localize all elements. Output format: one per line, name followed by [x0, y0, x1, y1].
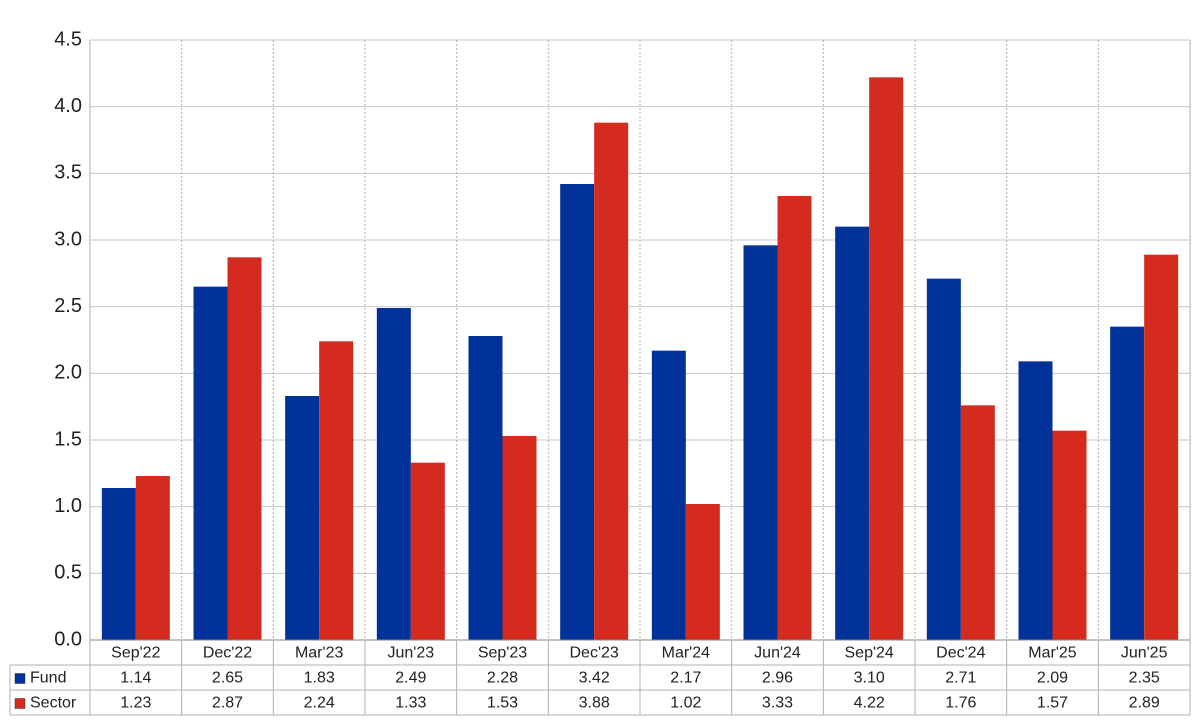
bar — [560, 184, 595, 640]
table-value: 3.10 — [854, 670, 885, 687]
x-tick-label: Jun'24 — [754, 645, 801, 662]
bar — [227, 257, 262, 640]
y-tick-label: 3.5 — [54, 162, 82, 184]
legend-label: Sector — [30, 695, 77, 712]
x-tick-label: Mar'24 — [662, 645, 711, 662]
bar — [960, 405, 995, 640]
bar — [376, 308, 411, 640]
table-value: 2.09 — [1037, 670, 1068, 687]
bar — [468, 336, 503, 640]
y-tick-label: 0.5 — [54, 562, 82, 584]
x-tick-label: Dec'22 — [203, 645, 252, 662]
bar — [835, 226, 870, 640]
table-value: 1.33 — [395, 695, 426, 712]
table-value: 2.49 — [395, 670, 426, 687]
bar — [651, 350, 686, 640]
table-value: 3.33 — [762, 695, 793, 712]
table-value: 2.28 — [487, 670, 518, 687]
y-tick-label: 4.0 — [54, 95, 82, 117]
table-value: 1.02 — [670, 695, 701, 712]
x-tick-label: Sep'24 — [845, 645, 894, 662]
x-tick-label: Dec'24 — [936, 645, 985, 662]
x-tick-label: Dec'23 — [570, 645, 619, 662]
y-tick-label: 2.0 — [54, 362, 82, 384]
bar — [594, 122, 629, 640]
table-value: 2.35 — [1129, 670, 1160, 687]
x-tick-label: Jun'25 — [1121, 645, 1168, 662]
table-value: 3.42 — [579, 670, 610, 687]
table-value: 2.71 — [945, 670, 976, 687]
bar — [101, 488, 136, 640]
legend-label: Fund — [30, 670, 66, 687]
bar — [869, 77, 904, 641]
legend-marker — [14, 698, 26, 709]
legend-marker — [14, 673, 26, 684]
table-value: 3.88 — [579, 695, 610, 712]
y-tick-label: 4.5 — [54, 28, 82, 50]
table-value: 2.24 — [304, 695, 335, 712]
table-value: 2.87 — [212, 695, 243, 712]
table-value: 4.22 — [854, 695, 885, 712]
bar — [926, 278, 961, 640]
table-value: 1.14 — [120, 670, 151, 687]
x-tick-label: Mar'25 — [1028, 645, 1077, 662]
bar — [777, 196, 812, 640]
x-tick-label: Sep'22 — [111, 645, 160, 662]
y-tick-label: 2.5 — [54, 295, 82, 317]
table-value: 2.17 — [670, 670, 701, 687]
y-tick-label: 1.5 — [54, 428, 82, 450]
bar — [743, 245, 778, 641]
y-tick-label: 1.0 — [54, 495, 82, 517]
bar — [502, 436, 537, 640]
table-value: 1.23 — [120, 695, 151, 712]
x-tick-label: Mar'23 — [295, 645, 344, 662]
y-tick-label: 0.0 — [54, 628, 82, 650]
bar — [285, 396, 320, 640]
table-value: 1.83 — [304, 670, 335, 687]
bar — [319, 341, 354, 640]
x-tick-label: Sep'23 — [478, 645, 527, 662]
bar — [1144, 254, 1179, 640]
bar — [135, 476, 170, 640]
y-tick-label: 3.0 — [54, 228, 82, 250]
bar — [1018, 361, 1053, 640]
bar — [685, 504, 720, 640]
bar — [1052, 430, 1087, 640]
table-value: 2.89 — [1129, 695, 1160, 712]
x-tick-label: Jun'23 — [388, 645, 435, 662]
table-value: 1.53 — [487, 695, 518, 712]
bar — [193, 286, 228, 640]
table-value: 2.96 — [762, 670, 793, 687]
table-value: 1.76 — [945, 695, 976, 712]
table-value: 2.65 — [212, 670, 243, 687]
bar — [1110, 326, 1145, 640]
bar — [410, 462, 445, 640]
table-value: 1.57 — [1037, 695, 1068, 712]
